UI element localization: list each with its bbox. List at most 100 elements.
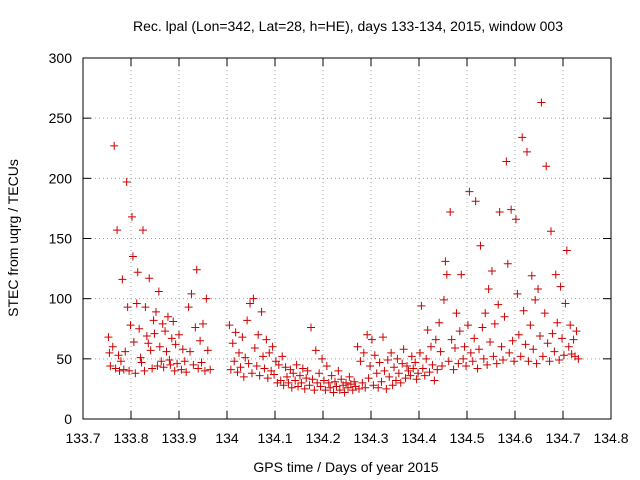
x-tick-label: 134.1 <box>257 430 292 446</box>
data-point <box>178 345 187 354</box>
x-tick-label: 133.7 <box>65 430 100 446</box>
data-point <box>334 366 343 375</box>
data-point <box>243 316 252 325</box>
data-point <box>527 271 536 280</box>
data-point <box>196 336 205 345</box>
data-point <box>145 274 154 283</box>
data-point <box>350 377 359 386</box>
data-point <box>199 319 207 328</box>
data-point <box>519 306 528 315</box>
data-point <box>500 312 509 321</box>
data-point <box>250 344 259 353</box>
data-point <box>459 354 468 363</box>
data-point <box>252 362 261 371</box>
x-tick-label: 134.5 <box>449 430 484 446</box>
data-point <box>239 372 248 381</box>
data-point <box>497 342 506 351</box>
data-point <box>268 342 277 351</box>
data-point <box>396 378 405 387</box>
data-point <box>494 300 503 309</box>
data-point <box>503 259 512 268</box>
data-point <box>374 383 383 392</box>
data-point <box>106 362 115 371</box>
data-point <box>442 270 451 279</box>
data-point <box>175 330 183 339</box>
data-point <box>355 384 363 393</box>
chart-title: Rec. lpal (Lon=342, Lat=28, h=HE), days … <box>133 18 563 34</box>
data-point <box>276 376 285 385</box>
data-point <box>414 369 423 378</box>
data-point <box>490 319 499 328</box>
data-point <box>404 366 413 375</box>
data-point <box>452 309 461 318</box>
data-point <box>108 342 117 351</box>
data-point <box>465 187 474 196</box>
data-point <box>225 321 234 330</box>
data-point <box>521 340 530 349</box>
data-point <box>166 360 175 369</box>
data-point <box>241 353 250 362</box>
data-point <box>532 359 541 368</box>
data-point <box>287 383 296 392</box>
data-point <box>505 348 514 357</box>
data-point <box>370 351 379 360</box>
data-point <box>508 336 517 345</box>
data-point <box>513 289 522 298</box>
data-point <box>127 212 136 221</box>
data-point <box>566 321 575 330</box>
data-point <box>159 363 168 372</box>
data-point <box>422 354 431 363</box>
data-point <box>345 372 354 381</box>
data-point <box>247 369 256 378</box>
data-point <box>191 323 200 332</box>
data-point <box>262 335 271 344</box>
data-point <box>302 374 311 383</box>
data-point <box>119 365 128 374</box>
data-point <box>435 318 444 327</box>
data-point <box>233 368 242 377</box>
data-point <box>468 357 477 366</box>
data-point <box>454 359 463 368</box>
data-point <box>457 270 466 279</box>
data-point <box>170 366 179 375</box>
data-point <box>425 368 434 377</box>
data-point <box>231 328 240 337</box>
axis-ticks <box>82 57 612 420</box>
data-point <box>265 348 274 357</box>
data-point <box>202 294 211 303</box>
data-point <box>162 347 171 356</box>
data-point <box>161 327 170 336</box>
x-tick-label: 134.7 <box>545 430 580 446</box>
data-point <box>492 359 501 368</box>
data-point <box>518 133 527 142</box>
data-point <box>428 360 437 369</box>
data-point <box>144 339 153 348</box>
data-point <box>155 342 164 351</box>
data-point <box>146 346 155 355</box>
x-tick-label: 134 <box>215 430 239 446</box>
data-point <box>411 358 420 367</box>
data-point <box>558 334 567 343</box>
data-point <box>475 345 483 354</box>
data-point <box>451 344 459 353</box>
y-tick-labels: 0 50 100 150 200 250 300 <box>49 50 73 427</box>
data-point <box>358 378 367 387</box>
data-point <box>449 365 458 374</box>
data-point <box>154 287 163 296</box>
data-point <box>478 323 487 332</box>
data-point <box>534 285 543 294</box>
data-point <box>572 327 581 336</box>
data-point <box>136 353 145 362</box>
data-point <box>141 303 150 312</box>
data-point <box>139 226 147 235</box>
data-point <box>151 307 160 316</box>
data-point <box>535 331 544 340</box>
data-point <box>142 331 151 340</box>
data-point <box>387 348 396 357</box>
data-point <box>300 384 309 393</box>
x-tick-label: 133.8 <box>113 430 148 446</box>
data-point <box>564 342 573 351</box>
data-point <box>321 386 330 395</box>
data-point <box>295 371 304 380</box>
